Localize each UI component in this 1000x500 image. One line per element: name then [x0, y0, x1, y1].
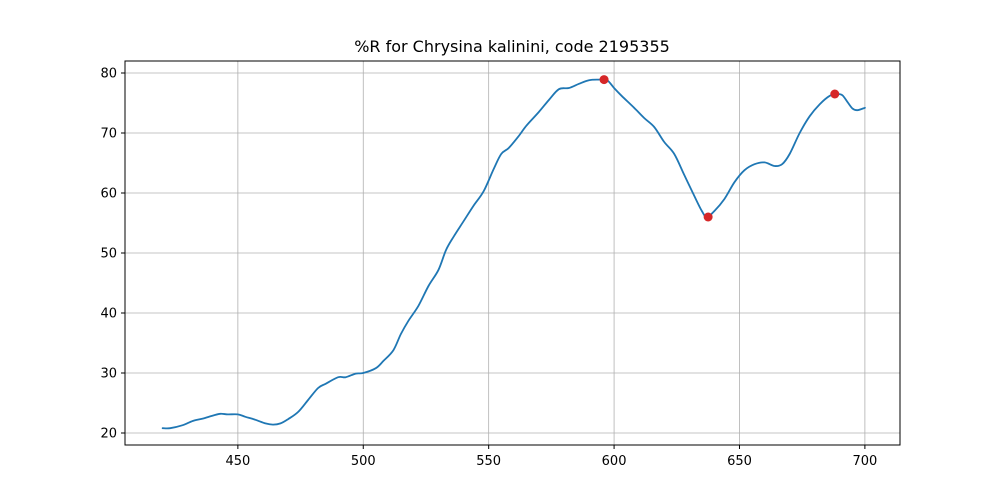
y-tick-label: 40	[100, 307, 117, 322]
marker-layer	[599, 75, 840, 222]
y-tick-label: 20	[100, 427, 117, 442]
x-tick-label: 600	[602, 454, 627, 469]
y-tick-label: 70	[100, 127, 117, 142]
x-tick-label: 550	[476, 454, 501, 469]
y-tick-label: 60	[100, 187, 117, 202]
axis-ticks: 450 500 550 600 650 700 20 30 40 50 60 70 80	[100, 67, 877, 470]
x-tick-label: 500	[351, 454, 376, 469]
y-tick-label: 50	[100, 247, 117, 262]
chart-title: %R for Chrysina kalinini, code 2195355	[354, 37, 670, 56]
y-tick-label: 80	[100, 67, 117, 82]
peak-marker	[599, 75, 609, 85]
x-tick-label: 450	[225, 454, 250, 469]
grid	[125, 61, 900, 445]
peak-marker	[703, 212, 713, 222]
series-line	[161, 78, 866, 430]
series-layer	[161, 78, 866, 430]
y-tick-label: 30	[100, 367, 117, 382]
peak-marker	[830, 89, 840, 99]
x-tick-label: 700	[852, 454, 877, 469]
x-tick-label: 650	[727, 454, 752, 469]
